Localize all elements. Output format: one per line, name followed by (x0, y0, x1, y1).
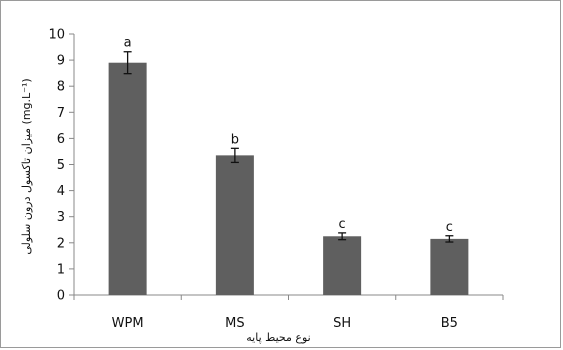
y-tick-label: 4 (57, 184, 65, 199)
bar-wpm (108, 62, 147, 296)
y-tick-label: 10 (48, 28, 65, 43)
significance-label: b (231, 132, 239, 147)
bar-sh (323, 236, 362, 295)
error-bars (123, 51, 454, 243)
x-category-label: SH (333, 316, 351, 331)
y-tick-label: 9 (57, 54, 65, 69)
y-tick-label: 2 (57, 236, 65, 251)
bars (108, 62, 469, 296)
x-category-label: B5 (441, 316, 458, 331)
x-axis-title: نوع محیط پایه (246, 331, 310, 344)
bar-b5 (430, 238, 469, 295)
significance-label: c (446, 220, 453, 235)
significance-label: a (124, 36, 132, 51)
significance-label: c (339, 217, 346, 232)
y-tick-label: 1 (57, 262, 65, 277)
bar-ms (215, 155, 254, 295)
y-tick-label: 3 (57, 210, 65, 225)
y-tick-label: 5 (57, 158, 65, 173)
y-tick-label: 6 (57, 132, 65, 147)
labels: 0 1 2 3 4 5 6 7 8 9 10 a WPM b MS c SH c B5 (48, 28, 458, 332)
y-tick-label: 0 (57, 289, 65, 304)
y-axis-title: (mg.L⁻¹) میزان تاکسول درون سلولی (20, 78, 33, 254)
y-tick-label: 7 (57, 106, 65, 121)
x-category-label: MS (225, 316, 244, 331)
y-tick-label: 8 (57, 80, 65, 95)
x-category-label: WPM (112, 316, 144, 331)
